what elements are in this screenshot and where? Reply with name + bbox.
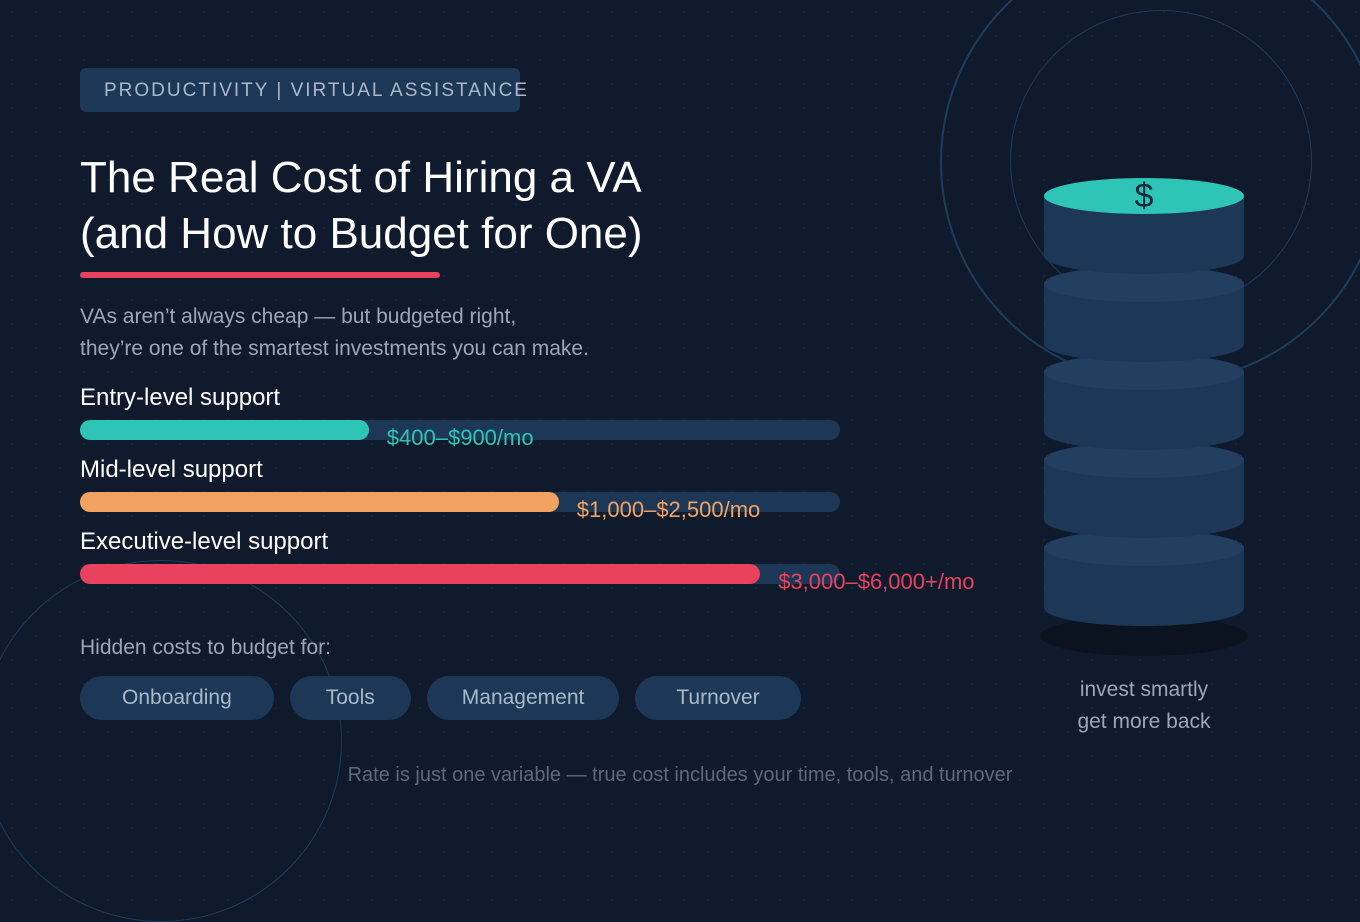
hidden-costs-chip-list: Onboarding Tools Management Turnover (80, 676, 801, 720)
tier-label: Executive-level support (80, 528, 329, 555)
tier-fill-bar (80, 420, 369, 440)
tier-mid-level: Mid-level support $1,000–$2,500/mo (80, 456, 990, 528)
chip-turnover: Turnover (635, 676, 801, 720)
tier-value: $1,000–$2,500/mo (576, 497, 761, 522)
coin-5 (1044, 548, 1244, 626)
tier-value: $400–$900/mo (386, 425, 534, 450)
dollar-sign-icon: $ (1135, 177, 1154, 215)
category-badge: PRODUCTIVITY | VIRTUAL ASSISTANCE (80, 68, 527, 112)
subtitle-line-1: VAs aren’t always cheap — but budgeted r… (80, 305, 517, 328)
hidden-costs-label: Hidden costs to budget for: (80, 636, 331, 659)
tier-fill-bar (80, 492, 559, 512)
category-badge-text: PRODUCTIVITY | VIRTUAL ASSISTANCE (104, 80, 529, 101)
tier-label: Entry-level support (80, 384, 281, 411)
coin-4 (1044, 460, 1244, 538)
tier-track (80, 420, 840, 440)
tier-fill-bar (80, 564, 761, 584)
coin-caption-line-2: get more back (1077, 710, 1211, 733)
coin-1 (1044, 196, 1244, 274)
page-title-line-1: The Real Cost of Hiring a VA (80, 153, 642, 202)
coin-caption: invest smartly get more back (1044, 674, 1244, 738)
tier-label: Mid-level support (80, 456, 263, 483)
coin-stack-shadow (1040, 616, 1248, 656)
page-title-line-2: (and How to Budget for One) (80, 209, 643, 258)
coin-3 (1044, 372, 1244, 450)
coin-top-face (1044, 178, 1244, 214)
chip-tools: Tools (289, 676, 411, 720)
subtitle-line-2: they’re one of the smartest investments … (80, 337, 589, 360)
chip-onboarding: Onboarding (80, 676, 274, 720)
tier-executive-level: Executive-level support $3,000–$6,000+/m… (80, 528, 990, 600)
decorative-ring-bottom (0, 560, 342, 922)
coin-caption-line-1: invest smartly (1079, 678, 1209, 701)
tier-track (80, 492, 840, 512)
tier-entry-level: Entry-level support $400–$900/mo (80, 384, 990, 456)
title-underline (80, 272, 440, 278)
coin-stack-icon: $ (1040, 177, 1248, 656)
coin-2 (1044, 284, 1244, 362)
tier-value: $3,000–$6,000+/mo (778, 569, 975, 594)
chip-management: Management (426, 676, 620, 720)
tier-track (80, 564, 840, 584)
page-subtitle: VAs aren’t always cheap — but budgeted r… (80, 301, 589, 365)
footer-note: Rate is just one variable — true cost in… (347, 764, 1013, 786)
page-title: The Real Cost of Hiring a VA (and How to… (80, 150, 643, 262)
